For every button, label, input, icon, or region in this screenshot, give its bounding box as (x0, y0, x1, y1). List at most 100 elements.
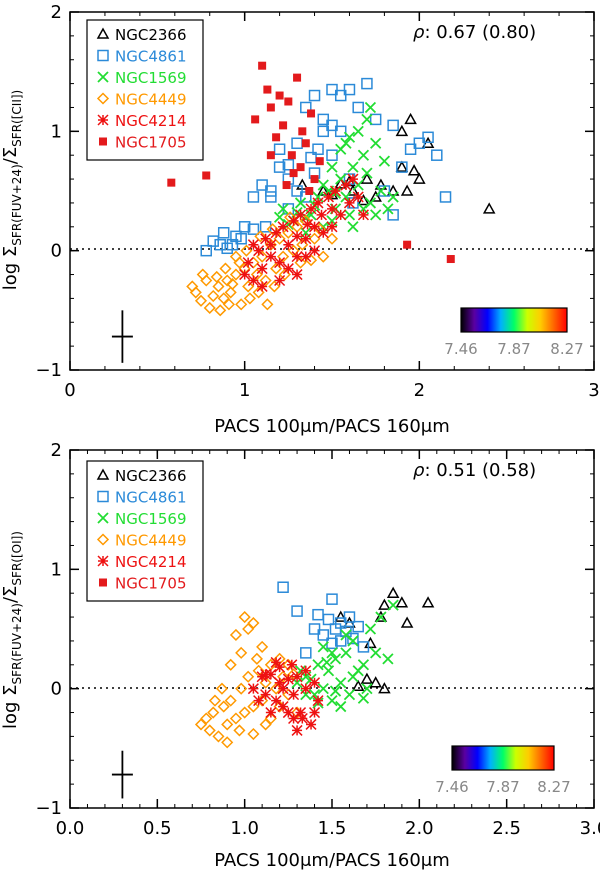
legend-label: NGC4214 (115, 112, 187, 130)
y-label-den-sub: SFR([CII]) (10, 90, 24, 147)
data-point-ngc2366 (334, 610, 348, 622)
data-point-ngc4214 (270, 656, 282, 668)
x-tick-label: 0 (64, 380, 75, 401)
legend-marker-ngc4449 (96, 533, 110, 546)
data-point-ngc4214 (247, 683, 259, 695)
data-point-ngc4861 (282, 158, 295, 171)
data-point-ngc2366 (400, 616, 414, 628)
data-point-ngc1705 (305, 187, 314, 195)
colorbar: 7.46 7.87 8.27 (444, 307, 584, 358)
data-point-ngc2366 (404, 112, 417, 125)
data-point-ngc2366 (386, 586, 400, 598)
data-point-ngc4449 (238, 706, 251, 719)
data-point-ngc1569 (277, 203, 289, 215)
data-point-ngc2366 (407, 164, 421, 176)
data-point-ngc4449 (284, 211, 297, 224)
data-point-ngc4449 (224, 286, 237, 299)
data-point-ngc4214 (260, 668, 272, 680)
y-tick-label: 2 (51, 440, 62, 461)
data-point-ngc4214 (340, 179, 352, 191)
correlation-label: ρ: 0.67 (0.80) (413, 22, 536, 43)
data-point-ngc4449 (203, 724, 216, 737)
data-point-ngc4449 (233, 724, 246, 737)
colorbar-label: 7.46 (444, 340, 477, 358)
data-point-ngc1569 (335, 700, 347, 713)
scatter-points (167, 61, 496, 317)
data-point-ngc4861 (334, 89, 347, 102)
data-point-ngc4449 (229, 250, 242, 263)
data-point-ngc4449 (203, 301, 216, 315)
error-bar (111, 750, 133, 799)
data-point-ngc4214 (274, 257, 286, 269)
data-point-ngc1705 (307, 109, 316, 118)
data-point-ngc4214 (291, 269, 303, 281)
data-point-ngc1705 (251, 115, 260, 124)
data-point-ngc4214 (300, 683, 312, 695)
y-label-num-sub: SFR(FUV+24) (10, 164, 24, 245)
data-point-ngc4449 (242, 670, 255, 683)
data-point-ngc4449 (221, 718, 234, 731)
data-point-ngc4861 (322, 613, 335, 626)
x-axis-label: PACS 100μm/PACS 160μm (214, 850, 450, 871)
data-point-ngc4449 (261, 298, 274, 311)
data-point-ngc4861 (247, 191, 260, 203)
data-point-ngc4449 (247, 727, 260, 741)
plot-frame (69, 11, 595, 371)
legend-label: NGC2366 (115, 467, 187, 485)
data-point-ngc4861 (308, 623, 321, 635)
data-point-ngc4214 (296, 712, 308, 725)
legend-marker-ngc4214 (97, 555, 109, 567)
data-point-ngc4214 (291, 251, 303, 263)
data-point-ngc4449 (229, 628, 242, 642)
data-point-ngc1569 (382, 653, 394, 665)
data-point-ngc1705 (293, 73, 302, 82)
data-point-ngc4449 (282, 226, 295, 239)
data-point-ngc4861 (312, 143, 324, 155)
data-point-ngc1569 (347, 161, 359, 173)
data-point-ngc4214 (300, 233, 312, 245)
x-tick-label: 1.5 (318, 818, 347, 839)
data-point-ngc1705 (258, 61, 267, 70)
legend-label: NGC4449 (115, 532, 187, 550)
data-point-ngc4214 (295, 707, 307, 719)
data-point-ngc4449 (247, 700, 260, 713)
data-point-ngc4449 (208, 694, 222, 707)
data-point-ngc1705 (202, 171, 211, 180)
data-point-ngc4214 (282, 263, 294, 275)
data-point-ngc1569 (326, 694, 338, 707)
y-tick-label: 1 (51, 121, 62, 142)
data-point-ngc1569 (375, 185, 387, 197)
data-point-ngc1569 (364, 101, 377, 114)
data-point-ngc4449 (194, 718, 208, 731)
data-point-ngc4214 (270, 695, 282, 707)
data-point-ngc4214 (295, 209, 307, 221)
legend-box (86, 19, 204, 161)
y-label-prefix: log Σ (0, 246, 21, 291)
data-point-ngc4861 (300, 647, 312, 659)
panel-bottom: 0.0 0.5 1.0 1.5 2.0 2.5 3.0 −1 0 1 2 PACS 100μm/P… (0, 440, 600, 871)
data-point-ngc1569 (347, 221, 359, 233)
data-point-ngc4214 (282, 239, 294, 251)
data-point-ngc4214 (288, 689, 300, 701)
data-point-ngc4214 (260, 233, 272, 245)
data-point-ngc1569 (370, 647, 382, 659)
data-point-ngc4861 (282, 203, 295, 215)
data-point-ngc1569 (357, 149, 370, 161)
data-point-ngc4214 (347, 173, 359, 185)
data-point-ngc1569 (322, 665, 335, 677)
data-point-ngc1569 (326, 647, 338, 659)
data-point-ngc1705 (275, 91, 284, 100)
legend: NGC2366 NGC4861 NGC1569 NGC4449 NGC4214 NGC17… (86, 19, 204, 161)
data-point-ngc4861 (343, 83, 356, 96)
data-point-ngc4861 (200, 244, 212, 257)
data-point-ngc1569 (317, 641, 329, 653)
data-point-ngc4861 (413, 137, 426, 150)
data-point-ngc4861 (273, 161, 286, 173)
data-point-ngc1569 (343, 209, 356, 221)
y-label-slash: /Σ (0, 586, 21, 603)
data-point-ngc4449 (194, 294, 208, 307)
data-point-ngc4861 (352, 620, 364, 633)
rho-value: 0.51 (0.58) (436, 460, 536, 481)
data-point-ngc4861 (291, 185, 303, 197)
data-point-ngc4861 (326, 593, 338, 605)
